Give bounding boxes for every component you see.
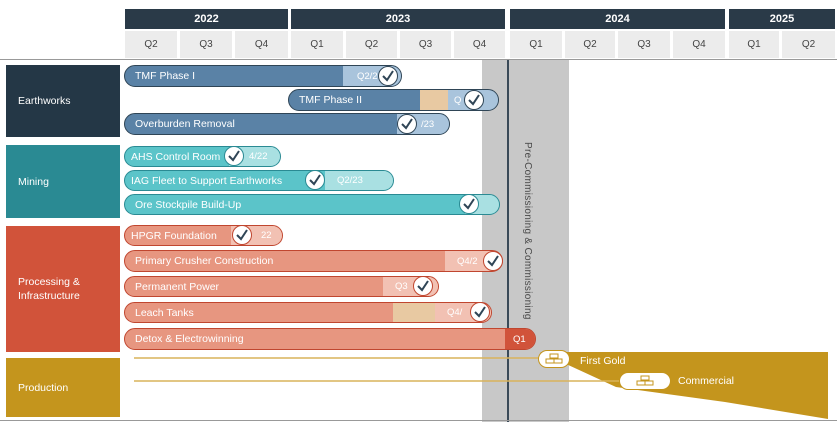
quarter-header: Q1 (510, 31, 562, 58)
category-production: Production (6, 358, 120, 417)
task-label: AHS Control Room (131, 150, 221, 163)
production-band (120, 349, 837, 422)
check-icon (397, 114, 417, 134)
quarter-header: Q1 (291, 31, 343, 58)
quarter-header: Q2 (565, 31, 615, 58)
quarter-header: Q4 (454, 31, 505, 58)
check-icon (464, 90, 484, 110)
task-label: TMF Phase II (299, 94, 363, 106)
task-bar-hpgr-foundation[interactable]: HPGR Foundation 22 (124, 225, 283, 246)
milestone-commercial[interactable] (619, 372, 671, 390)
check-icon (378, 66, 398, 86)
task-label: Primary Crusher Construction (135, 255, 274, 267)
task-bar-ore-stockpile[interactable]: Ore Stockpile Build-Up (124, 194, 500, 215)
year-header-2023: 2023 (291, 9, 505, 29)
check-icon (483, 251, 503, 271)
check-icon (232, 225, 252, 245)
task-end-label: Q2/2 (357, 70, 378, 82)
task-label: HPGR Foundation (131, 229, 217, 242)
check-icon (224, 146, 244, 166)
phase-label: Pre-Commissioning & Commissioning (522, 142, 533, 320)
quarter-header: Q3 (180, 31, 232, 58)
pre-commissioning-band (482, 60, 508, 422)
quarter-header: Q2 (125, 31, 177, 58)
quarter-header: Q3 (400, 31, 451, 58)
task-end-label: Q3 (395, 281, 408, 292)
task-end-label: /23 (421, 118, 435, 130)
task-bar-detox-electrowinning[interactable]: Detox & Electrowinning Q1 (124, 328, 536, 350)
year-header-2022: 2022 (125, 9, 288, 29)
milestone-label: First Gold (580, 355, 626, 367)
task-label: IAG Fleet to Support Earthworks (131, 174, 283, 187)
task-label: Detox & Electrowinning (135, 333, 244, 345)
quarter-header: Q4 (235, 31, 288, 58)
quarter-header: Q4 (673, 31, 725, 58)
task-end-label: Q4/ (447, 307, 463, 318)
gold-bars-icon (636, 375, 654, 386)
quarter-header: Q2 (782, 31, 835, 58)
task-bar-tmf-phase-1[interactable]: TMF Phase I Q2/2 (124, 65, 402, 87)
check-icon (413, 276, 433, 296)
quarter-header: Q2 (346, 31, 397, 58)
task-end-label: Q2/23 (337, 175, 363, 186)
quarter-header: Q3 (618, 31, 670, 58)
quarter-header: Q1 (729, 31, 779, 58)
check-icon (459, 194, 479, 214)
check-icon (305, 170, 325, 190)
milestone-first-gold[interactable] (538, 350, 570, 368)
task-bar-leach-tanks[interactable]: Leach Tanks Q4/ (124, 302, 492, 323)
task-label: TMF Phase I (135, 70, 196, 82)
category-earthworks: Earthworks (6, 65, 120, 137)
task-bar-ahs-control-room[interactable]: AHS Control Room 4/22 (124, 146, 281, 167)
milestone-label: Commercial (678, 375, 735, 387)
header-divider (0, 59, 837, 60)
task-end-label: Q4/2 (457, 255, 478, 267)
year-header-2024: 2024 (510, 9, 725, 29)
today-line (507, 60, 509, 422)
gold-bars-icon (545, 353, 563, 364)
task-label: Permanent Power (135, 280, 220, 293)
task-end-label: 4/22 (249, 151, 268, 162)
task-end-label: 22 (261, 230, 272, 241)
task-label: Overburden Removal (135, 118, 235, 130)
task-end-label: Q (454, 94, 462, 106)
task-label: Ore Stockpile Build-Up (135, 198, 242, 211)
task-end-label: Q1 (513, 333, 526, 345)
task-bar-iag-fleet[interactable]: IAG Fleet to Support Earthworks Q2/23 (124, 170, 394, 191)
task-bar-permanent-power[interactable]: Permanent Power Q3 (124, 276, 439, 297)
task-label: Leach Tanks (135, 306, 194, 319)
category-processing-infrastructure: Processing & Infrastructure (6, 226, 120, 352)
task-bar-primary-crusher[interactable]: Primary Crusher Construction Q4/2 (124, 250, 503, 272)
year-header-2025: 2025 (729, 9, 835, 29)
category-mining: Mining (6, 145, 120, 218)
bottom-divider (0, 420, 837, 421)
check-icon (470, 302, 490, 322)
